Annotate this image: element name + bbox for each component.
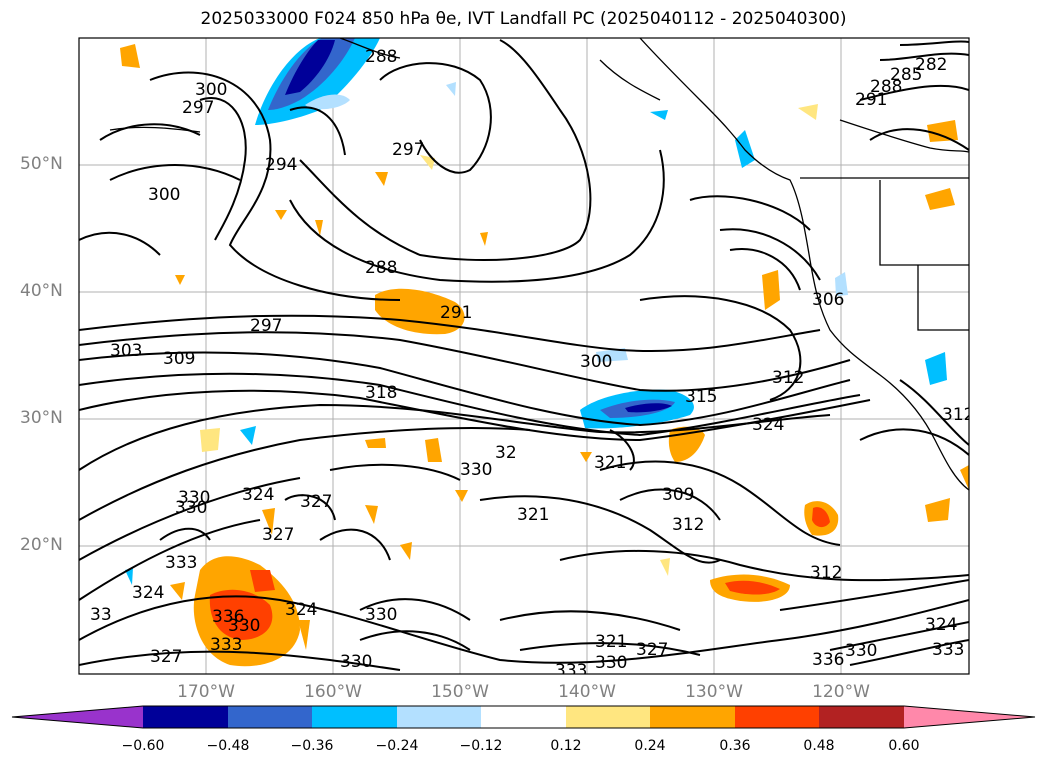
contour-label: 312 <box>672 515 704 535</box>
gridlines <box>79 38 969 674</box>
contour-label: 324 <box>285 600 317 620</box>
contour-label: 294 <box>265 155 297 175</box>
lon-label: 120°W <box>812 682 870 702</box>
colorbar-tick: 0.24 <box>634 738 666 754</box>
contour-label: 330 <box>175 498 207 518</box>
contour-label: 315 <box>685 387 717 407</box>
colorbar-segment <box>566 706 650 728</box>
colorbar-tick: −0.24 <box>375 738 419 754</box>
contour-label: 291 <box>440 303 472 323</box>
lon-label: 130°W <box>685 682 743 702</box>
contour-label: 309 <box>163 349 195 369</box>
colorbar-tick: 0.12 <box>550 738 582 754</box>
lon-label: 140°W <box>558 682 616 702</box>
colorbar-segment <box>12 706 143 728</box>
lat-label: 30°N <box>20 408 63 428</box>
lat-label: 50°N <box>20 154 63 174</box>
contour-label: 309 <box>662 485 694 505</box>
contour-label: 327 <box>636 640 668 660</box>
contour-label: 336 <box>812 650 844 670</box>
lon-label: 160°W <box>304 682 362 702</box>
contour-label: 330 <box>595 653 627 673</box>
contour-label: 330 <box>365 605 397 625</box>
colorbar-tick: −0.36 <box>290 738 334 754</box>
contour-label: 330 <box>340 652 372 672</box>
colorbar-segment <box>397 706 481 728</box>
map-plot: 297 300 288 294 297 300 288 291 297 303 … <box>78 37 974 681</box>
colorbar-outline <box>11 705 1036 729</box>
colorbar-tick: 0.60 <box>888 738 920 754</box>
contour-label: 330 <box>178 488 210 508</box>
ivt-shading <box>120 38 969 667</box>
colorbar-segment <box>819 706 904 728</box>
contour-label: 300 <box>195 80 227 100</box>
contour-label: 330 <box>460 460 492 480</box>
contour-label: 324 <box>242 485 274 505</box>
contour-label: 282 <box>915 55 947 75</box>
lat-label: 20°N <box>20 535 63 555</box>
contour-label: 324 <box>752 415 784 435</box>
contour-label: 330 <box>228 616 260 636</box>
contour-label: 324 <box>132 583 164 603</box>
colorbar-segment <box>650 706 735 728</box>
contour-label: 333 <box>165 553 197 573</box>
contour-label: 330 <box>845 641 877 661</box>
colorbar-tick: 0.48 <box>803 738 835 754</box>
contour-label: 336 <box>212 607 244 627</box>
contour-label: 318 <box>365 383 397 403</box>
contour-label: 33 <box>90 605 112 625</box>
lon-label: 170°W <box>177 682 235 702</box>
colorbar-tick: −0.48 <box>206 738 250 754</box>
contour-label: 285 <box>890 65 922 85</box>
colorbar <box>11 705 1036 729</box>
contour-label: 333 <box>932 640 964 660</box>
lon-label: 150°W <box>431 682 489 702</box>
colorbar-segment <box>312 706 397 728</box>
contour-label: 288 <box>365 47 397 67</box>
plot-frame <box>78 37 970 675</box>
colorbar-segment <box>143 706 228 728</box>
contour-label: 321 <box>594 453 626 473</box>
coastlines <box>109 38 969 491</box>
contour-label: 327 <box>300 492 332 512</box>
colorbar-segment <box>481 706 566 728</box>
colorbar-segment <box>735 706 819 728</box>
contour-label: 300 <box>580 352 612 372</box>
contour-label: 327 <box>150 647 182 667</box>
colorbar-tick: 0.36 <box>719 738 751 754</box>
contour-labels: 297 300 288 294 297 300 288 291 297 303 … <box>90 47 974 681</box>
map-title: 2025033000 F024 850 hPa θe, IVT Landfall… <box>200 9 847 29</box>
contour-label: 333 <box>555 661 587 681</box>
contour-label: 312 <box>772 368 804 388</box>
contour-label: 288 <box>365 258 397 278</box>
contour-label: 321 <box>517 505 549 525</box>
contour-label: 321 <box>595 632 627 652</box>
contour-label: 297 <box>182 98 214 118</box>
contour-label: 291 <box>855 90 887 110</box>
colorbar-segment <box>228 706 312 728</box>
theta-e-contours <box>79 39 969 671</box>
contour-label: 297 <box>250 316 282 336</box>
contour-label: 327 <box>262 525 294 545</box>
lat-label: 40°N <box>20 281 63 301</box>
contour-label: 306 <box>812 290 844 310</box>
contour-label: 333 <box>210 635 242 655</box>
contour-label: 324 <box>925 615 957 635</box>
colorbar-segment <box>904 706 1035 728</box>
contour-label: 300 <box>148 185 180 205</box>
contour-label: 288 <box>870 77 902 97</box>
contour-label: 312 <box>942 405 974 425</box>
contour-label: 303 <box>110 341 142 361</box>
contour-label: 312 <box>810 563 842 583</box>
colorbar-tick: −0.60 <box>121 738 165 754</box>
contour-label: 32 <box>495 443 517 463</box>
contour-label: 297 <box>392 140 424 160</box>
colorbar-tick: −0.12 <box>459 738 503 754</box>
